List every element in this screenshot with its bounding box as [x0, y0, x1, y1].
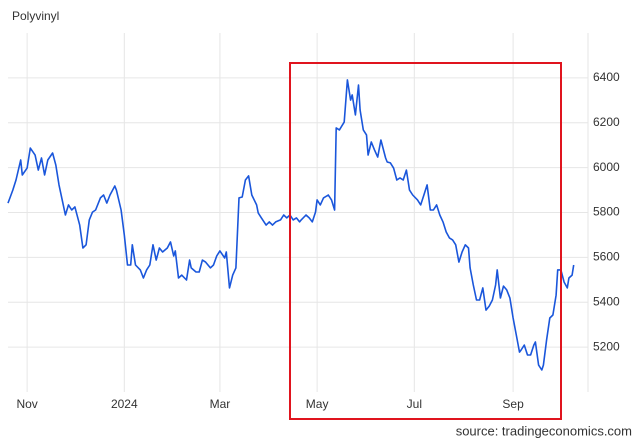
- x-tick-label: Sep: [502, 397, 524, 411]
- chart-title: Polyvinyl: [12, 9, 59, 23]
- source-note: source: tradingeconomics.com: [456, 423, 632, 438]
- x-tick-label: Jul: [407, 397, 422, 411]
- y-tick-label: 5800: [593, 205, 620, 219]
- y-tick-label: 6200: [593, 115, 620, 129]
- x-tick-label: Mar: [210, 397, 231, 411]
- x-tick-label: 2024: [111, 397, 138, 411]
- y-tick-label: 5200: [593, 339, 620, 353]
- x-tick-label: Nov: [16, 397, 37, 411]
- y-tick-label: 5400: [593, 294, 620, 308]
- price-line: [7, 79, 575, 371]
- y-tick-label: 6000: [593, 160, 620, 174]
- highlight-box: [289, 62, 562, 420]
- y-tick-label: 6400: [593, 70, 620, 84]
- x-tick-label: May: [306, 397, 329, 411]
- y-tick-label: 5600: [593, 250, 620, 264]
